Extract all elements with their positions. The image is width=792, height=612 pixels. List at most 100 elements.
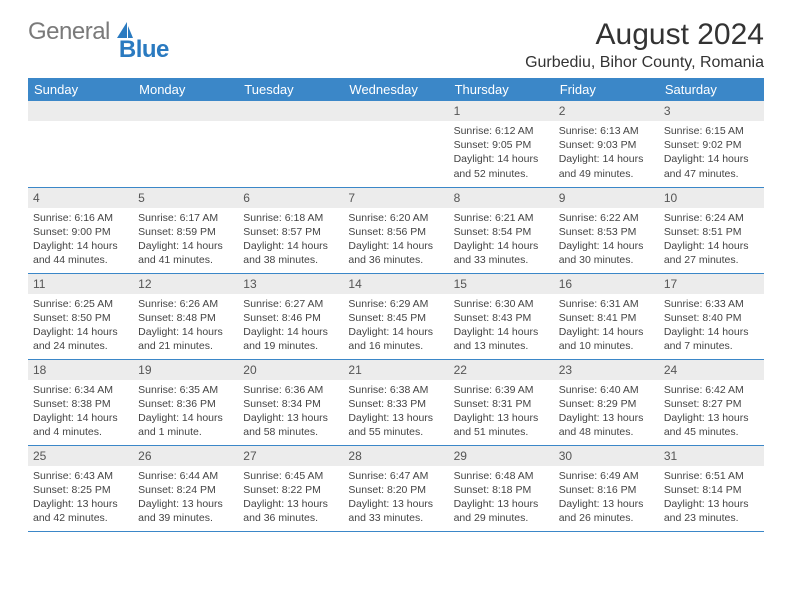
calendar-day-cell: 9Sunrise: 6:22 AMSunset: 8:53 PMDaylight… — [554, 187, 659, 273]
sunset-text: Sunset: 8:29 PM — [559, 397, 654, 411]
day-details: Sunrise: 6:44 AMSunset: 8:24 PMDaylight:… — [133, 466, 238, 531]
day-details: Sunrise: 6:13 AMSunset: 9:03 PMDaylight:… — [554, 121, 659, 186]
daylight-text: Daylight: 14 hours — [138, 239, 233, 253]
calendar-day-cell: 27Sunrise: 6:45 AMSunset: 8:22 PMDayligh… — [238, 445, 343, 531]
calendar-day-cell: 2Sunrise: 6:13 AMSunset: 9:03 PMDaylight… — [554, 101, 659, 187]
sunset-text: Sunset: 8:27 PM — [664, 397, 759, 411]
sunset-text: Sunset: 8:50 PM — [33, 311, 128, 325]
calendar-day-cell: 28Sunrise: 6:47 AMSunset: 8:20 PMDayligh… — [343, 445, 448, 531]
daylight-text: and 19 minutes. — [243, 339, 338, 353]
day-number: 6 — [238, 188, 343, 208]
sunset-text: Sunset: 8:34 PM — [243, 397, 338, 411]
daylight-text: and 23 minutes. — [664, 511, 759, 525]
calendar-day-cell: 13Sunrise: 6:27 AMSunset: 8:46 PMDayligh… — [238, 273, 343, 359]
sunrise-text: Sunrise: 6:21 AM — [454, 211, 549, 225]
daylight-text: and 24 minutes. — [33, 339, 128, 353]
daylight-text: Daylight: 14 hours — [243, 239, 338, 253]
day-details: Sunrise: 6:26 AMSunset: 8:48 PMDaylight:… — [133, 294, 238, 359]
day-details: Sunrise: 6:48 AMSunset: 8:18 PMDaylight:… — [449, 466, 554, 531]
daylight-text: and 58 minutes. — [243, 425, 338, 439]
sunrise-text: Sunrise: 6:15 AM — [664, 124, 759, 138]
sunset-text: Sunset: 8:48 PM — [138, 311, 233, 325]
sunrise-text: Sunrise: 6:43 AM — [33, 469, 128, 483]
sunrise-text: Sunrise: 6:17 AM — [138, 211, 233, 225]
calendar-day-cell: 31Sunrise: 6:51 AMSunset: 8:14 PMDayligh… — [659, 445, 764, 531]
daylight-text: and 55 minutes. — [348, 425, 443, 439]
sunrise-text: Sunrise: 6:36 AM — [243, 383, 338, 397]
day-number-empty — [133, 101, 238, 121]
logo-word-2: Blue — [119, 36, 169, 64]
daylight-text: and 7 minutes. — [664, 339, 759, 353]
daylight-text: Daylight: 13 hours — [559, 497, 654, 511]
day-details: Sunrise: 6:45 AMSunset: 8:22 PMDaylight:… — [238, 466, 343, 531]
daylight-text: and 30 minutes. — [559, 253, 654, 267]
calendar-body: 1 Sunrise: 6:12 AMSunset: 9:05 PM Daylight… — [28, 101, 764, 531]
sunset-text: Sunset: 8:51 PM — [664, 225, 759, 239]
daylight-text: Daylight: 14 hours — [454, 325, 549, 339]
daylight-text: Daylight: 13 hours — [348, 497, 443, 511]
sunset-text: Sunset: 9:05 PM — [454, 138, 549, 152]
weekday-header: Friday — [554, 78, 659, 101]
daylight-text: Daylight: 14 hours — [559, 152, 654, 166]
sunrise-text: Sunrise: 6:12 AM — [454, 124, 549, 138]
calendar-day-cell — [343, 101, 448, 187]
calendar-day-cell: 15Sunrise: 6:30 AMSunset: 8:43 PMDayligh… — [449, 273, 554, 359]
daylight-text: and 41 minutes. — [138, 253, 233, 267]
calendar-day-cell — [238, 101, 343, 187]
day-details: Sunrise: 6:49 AMSunset: 8:16 PMDaylight:… — [554, 466, 659, 531]
day-number: 4 — [28, 188, 133, 208]
daylight-text: Daylight: 14 hours — [33, 325, 128, 339]
sunrise-text: Sunrise: 6:29 AM — [348, 297, 443, 311]
day-details: Sunrise: 6:40 AMSunset: 8:29 PMDaylight:… — [554, 380, 659, 445]
day-number: 30 — [554, 446, 659, 466]
day-number: 9 — [554, 188, 659, 208]
sunset-text: Sunset: 8:20 PM — [348, 483, 443, 497]
day-details: Sunrise: 6:24 AMSunset: 8:51 PMDaylight:… — [659, 208, 764, 273]
daylight-text: and 26 minutes. — [559, 511, 654, 525]
sunset-text: Sunset: 8:24 PM — [138, 483, 233, 497]
daylight-text: Daylight: 14 hours — [138, 325, 233, 339]
daylight-text: Daylight: 14 hours — [33, 411, 128, 425]
day-details: Sunrise: 6:22 AMSunset: 8:53 PMDaylight:… — [554, 208, 659, 273]
calendar-day-cell: 11Sunrise: 6:25 AMSunset: 8:50 PMDayligh… — [28, 273, 133, 359]
sunset-text: Sunset: 8:33 PM — [348, 397, 443, 411]
day-number: 20 — [238, 360, 343, 380]
daylight-text: Daylight: 14 hours — [664, 325, 759, 339]
daylight-text: and 16 minutes. — [348, 339, 443, 353]
day-number: 31 — [659, 446, 764, 466]
calendar-day-cell: 1Sunrise: 6:12 AMSunset: 9:05 PMDaylight… — [449, 101, 554, 187]
day-details: Sunrise: 6:15 AMSunset: 9:02 PMDaylight:… — [659, 121, 764, 186]
daylight-text: Daylight: 13 hours — [138, 497, 233, 511]
day-number: 1 — [449, 101, 554, 121]
day-number: 12 — [133, 274, 238, 294]
sunset-text: Sunset: 8:14 PM — [664, 483, 759, 497]
day-number: 8 — [449, 188, 554, 208]
day-details: Sunrise: 6:36 AMSunset: 8:34 PMDaylight:… — [238, 380, 343, 445]
daylight-text: and 36 minutes. — [243, 511, 338, 525]
sunrise-text: Sunrise: 6:45 AM — [243, 469, 338, 483]
sunset-text: Sunset: 8:43 PM — [454, 311, 549, 325]
sunrise-text: Sunrise: 6:48 AM — [454, 469, 549, 483]
sunrise-text: Sunrise: 6:33 AM — [664, 297, 759, 311]
day-details: Sunrise: 6:33 AMSunset: 8:40 PMDaylight:… — [659, 294, 764, 359]
weekday-header: Thursday — [449, 78, 554, 101]
day-details: Sunrise: 6:21 AMSunset: 8:54 PMDaylight:… — [449, 208, 554, 273]
sunrise-text: Sunrise: 6:44 AM — [138, 469, 233, 483]
daylight-text: and 10 minutes. — [559, 339, 654, 353]
calendar-day-cell: 30Sunrise: 6:49 AMSunset: 8:16 PMDayligh… — [554, 445, 659, 531]
day-details: Sunrise: 6:42 AMSunset: 8:27 PMDaylight:… — [659, 380, 764, 445]
calendar-day-cell — [28, 101, 133, 187]
daylight-text: Daylight: 14 hours — [559, 239, 654, 253]
day-number-empty — [343, 101, 448, 121]
day-number: 22 — [449, 360, 554, 380]
sunrise-text: Sunrise: 6:35 AM — [138, 383, 233, 397]
daylight-text: Daylight: 14 hours — [138, 411, 233, 425]
daylight-text: and 27 minutes. — [664, 253, 759, 267]
calendar-day-cell: 25Sunrise: 6:43 AMSunset: 8:25 PMDayligh… — [28, 445, 133, 531]
sunset-text: Sunset: 8:36 PM — [138, 397, 233, 411]
calendar-day-cell: 14Sunrise: 6:29 AMSunset: 8:45 PMDayligh… — [343, 273, 448, 359]
day-number: 29 — [449, 446, 554, 466]
sunrise-text: Sunrise: 6:39 AM — [454, 383, 549, 397]
day-details: Sunrise: 6:31 AMSunset: 8:41 PMDaylight:… — [554, 294, 659, 359]
day-number: 13 — [238, 274, 343, 294]
